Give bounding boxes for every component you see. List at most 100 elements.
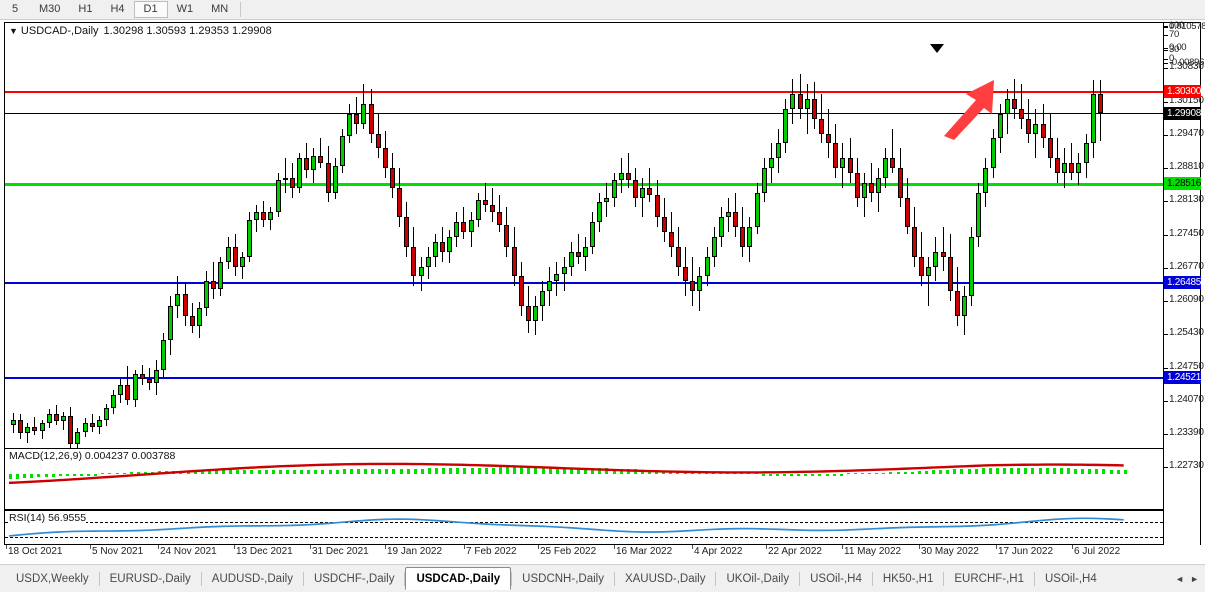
chart-properties-caret-icon[interactable]: ▼: [9, 26, 18, 36]
chart-tab-xauusd--daily[interactable]: XAUUSD-,Daily: [624, 572, 706, 585]
macd-histogram-bar: [1088, 468, 1092, 474]
chart-tab-eurchf--h1[interactable]: EURCHF-,H1: [954, 572, 1024, 585]
date-tick: [766, 545, 767, 549]
candle-body: [747, 227, 753, 247]
price-tick: 1.30830: [1164, 61, 1204, 72]
macd-histogram-bar: [321, 469, 325, 474]
price-axis[interactable]: 1.30830 1.30150 1.29470 1.28810 1.28130 1.274…: [1163, 20, 1205, 546]
timeframe-button-h4[interactable]: H4: [110, 3, 125, 15]
macd-histogram-bar: [300, 469, 304, 474]
candle-body: [869, 182, 874, 193]
date-axis-label: 25 Feb 2022: [540, 546, 597, 557]
timeframe-button-mn[interactable]: MN: [211, 3, 229, 15]
macd-histogram-bar: [392, 468, 396, 474]
rsi-label: RSI(14) 56.9555: [9, 512, 87, 524]
price-tag-resistance[interactable]: 1.30300: [1164, 85, 1201, 98]
macd-histogram-bar: [903, 471, 907, 474]
candle-body: [726, 212, 731, 218]
chart-tab-usdchf--daily[interactable]: USDCHF-,Daily: [313, 572, 395, 585]
tab-divider: [404, 571, 406, 586]
candle-body: [697, 276, 703, 292]
candle-body: [161, 340, 167, 370]
chart-tab-usoil--h4[interactable]: USOil-,H4: [810, 572, 862, 585]
chart-tab-audusd--daily[interactable]: AUDUSD-,Daily: [211, 572, 293, 585]
macd-histogram-bar: [23, 474, 27, 479]
tab-divider: [302, 571, 304, 586]
price-level-line-level-lower[interactable]: [5, 377, 1163, 379]
price-level-line-support[interactable]: [5, 183, 1163, 186]
rsi-indicator-pane[interactable]: RSI(14) 56.9555: [5, 509, 1163, 546]
candle-body: [397, 187, 403, 218]
candle-body: [311, 155, 317, 171]
candle-body: [18, 419, 24, 434]
chart-tab-eurusd--daily[interactable]: EURUSD-,Daily: [109, 572, 191, 585]
candle-body: [797, 94, 803, 109]
candle-body: [175, 293, 181, 306]
candle-body: [690, 281, 696, 292]
chart-tab-hk50--h1[interactable]: HK50-,H1: [882, 572, 934, 585]
candle-body: [611, 180, 617, 198]
bullish-arrow-annotation[interactable]: [940, 78, 1000, 145]
macd-histogram-bar: [889, 472, 893, 474]
macd-indicator-pane[interactable]: MACD(12,26,9) 0.004237 0.003788: [5, 448, 1163, 509]
chart-tab-usdcad--daily[interactable]: USDCAD-,Daily: [405, 567, 512, 590]
candle-wick: [627, 153, 629, 188]
candle-body: [1019, 108, 1025, 119]
candle-body: [418, 266, 424, 277]
macd-histogram-bar: [1109, 469, 1113, 474]
macd-histogram-bar: [278, 469, 282, 474]
timeframe-button-h1[interactable]: H1: [78, 3, 93, 15]
date-axis[interactable]: 18 Oct 2021 5 Nov 2021 24 Nov 2021 13 Dec 2…: [4, 545, 1201, 563]
price-level-line-resistance[interactable]: [5, 91, 1163, 93]
macd-histogram-bar: [981, 468, 985, 474]
macd-histogram-bar: [939, 470, 943, 474]
price-level-line-level-upper[interactable]: [5, 282, 1163, 284]
macd-label: MACD(12,26,9) 0.004237 0.003788: [9, 450, 176, 462]
date-axis-label: 31 Dec 2021: [312, 546, 369, 557]
price-tick: 1.26770: [1164, 261, 1204, 272]
candle-body: [933, 251, 939, 267]
macd-histogram-bar: [612, 468, 616, 474]
date-tick: [90, 545, 91, 549]
chart-tab-usoil--h4[interactable]: USOil-,H4: [1045, 572, 1097, 585]
timeframe-button-m30[interactable]: M30: [39, 3, 61, 15]
candle-body: [154, 369, 159, 383]
timeframe-button-w1[interactable]: W1: [176, 3, 194, 15]
candle-body: [118, 384, 124, 395]
macd-histogram-bar: [541, 467, 545, 474]
price-tag-current-price[interactable]: 1.29908: [1164, 107, 1201, 120]
date-tick: [538, 545, 539, 549]
candle-body: [339, 135, 345, 166]
candle-body: [332, 165, 338, 193]
macd-histogram-bar: [293, 469, 296, 474]
candle-body: [1069, 163, 1075, 173]
price-tick: 1.25430: [1164, 327, 1204, 338]
macd-histogram-bar: [72, 474, 76, 476]
price-chart-pane[interactable]: ▼ USDCAD-,Daily 1.30298 1.30593 1.29353 1.…: [5, 23, 1163, 448]
date-axis-label: 11 May 2022: [844, 546, 902, 557]
tab-scroll-left-icon[interactable]: ◄: [1175, 573, 1185, 584]
price-tag-level-lower[interactable]: 1.24521: [1164, 371, 1201, 384]
tab-scroll-right-icon[interactable]: ►: [1190, 573, 1199, 584]
chart-tab-ukoil--daily[interactable]: UKOil-,Daily: [726, 572, 790, 585]
date-tick: [919, 545, 920, 549]
chart-frame: ▼ USDCAD-,Daily 1.30298 1.30593 1.29353 1.…: [4, 20, 1205, 546]
tab-divider: [943, 571, 945, 586]
candle-wick: [806, 84, 808, 134]
price-tag-level-upper[interactable]: 1.26485: [1164, 276, 1201, 289]
price-tag-support[interactable]: 1.28516: [1164, 177, 1201, 190]
candle-wick: [1071, 143, 1073, 181]
candle-body: [111, 394, 117, 409]
macd-histogram-bar: [988, 468, 992, 474]
candle-body: [919, 256, 925, 277]
timeframe-button-5[interactable]: 5: [11, 3, 19, 15]
macd-histogram-bar: [1116, 469, 1120, 474]
macd-histogram-bar: [243, 469, 247, 474]
macd-histogram-bar: [846, 472, 850, 474]
timeframe-button-d1[interactable]: D1: [133, 1, 168, 18]
chart-tab-usdx-weekly[interactable]: USDX,Weekly: [16, 572, 89, 585]
candle-body: [440, 241, 445, 252]
candle-body: [854, 172, 860, 198]
chart-tab-usdcnh--daily[interactable]: USDCNH-,Daily: [522, 572, 604, 585]
price-level-line-current-price[interactable]: [5, 113, 1163, 114]
